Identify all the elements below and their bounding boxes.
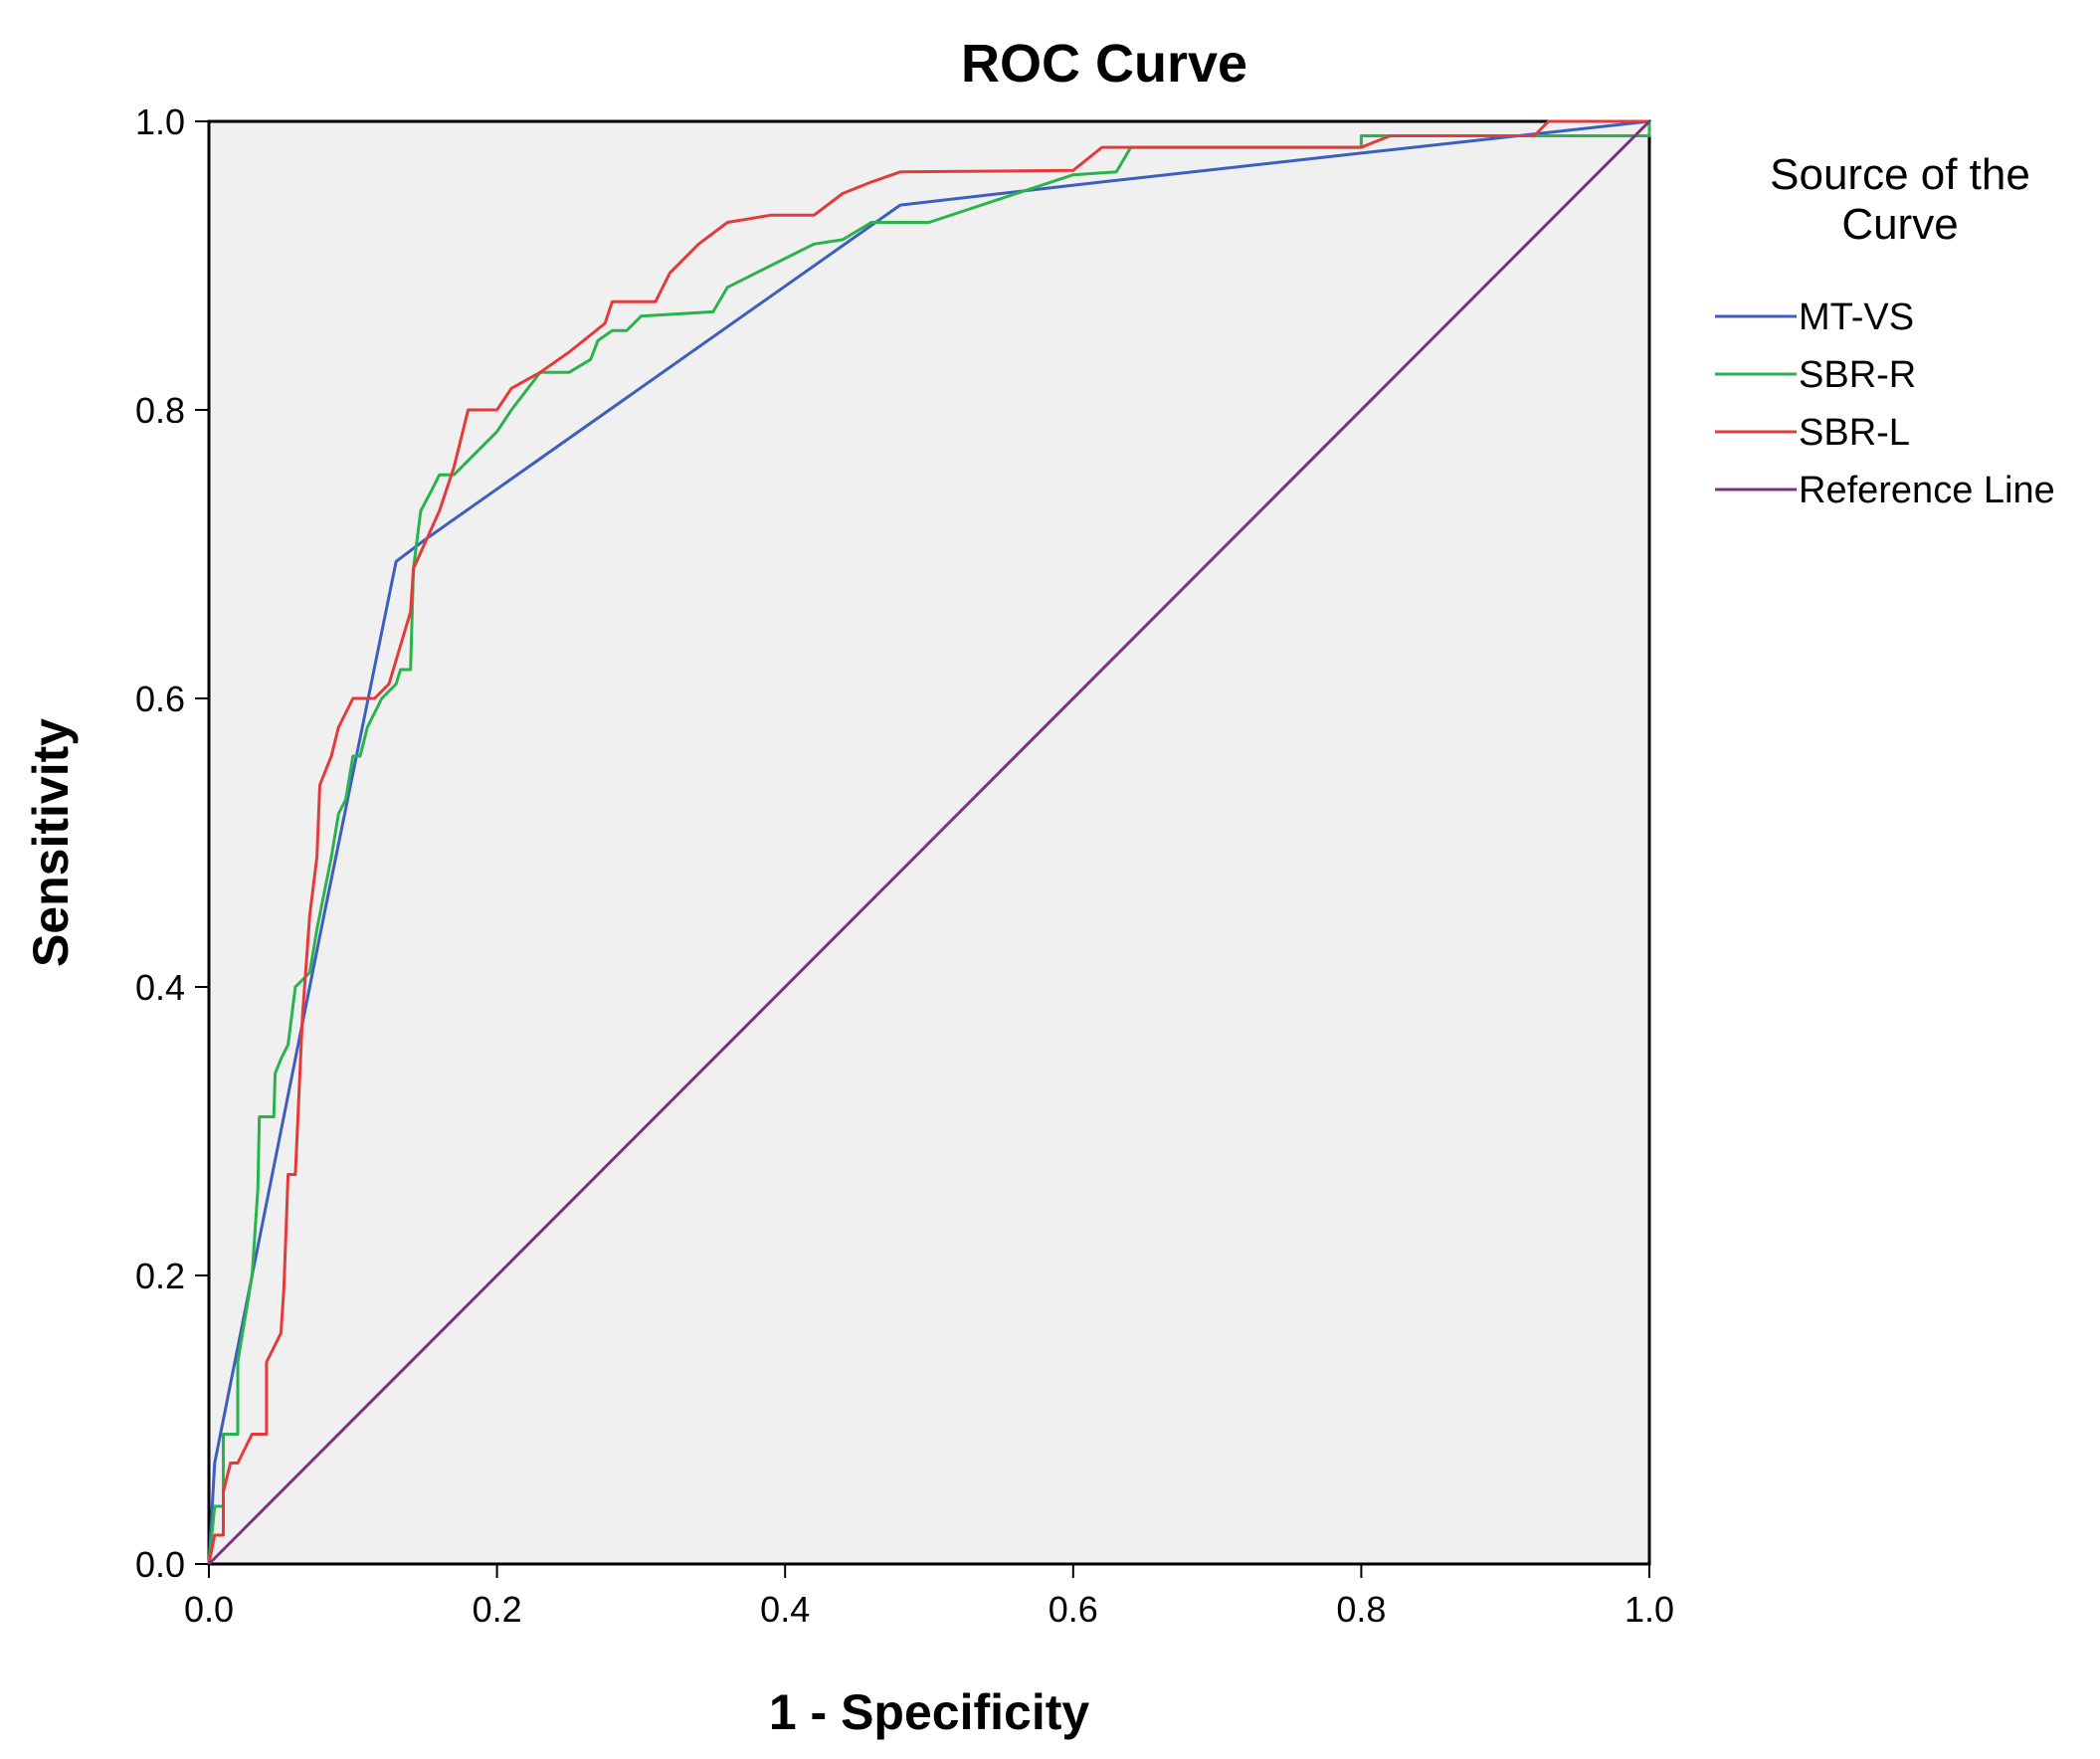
- x-tick-label: 0.8: [1336, 1589, 1386, 1630]
- y-tick-label: 0.8: [135, 390, 185, 431]
- y-axis: 0.0 0.2 0.4 0.6 0.8 1.0: [135, 101, 209, 1585]
- legend-title-line-2: Curve: [1841, 200, 1958, 249]
- x-tick-label: 1.0: [1624, 1589, 1674, 1630]
- series-layer: [207, 119, 1651, 1566]
- y-tick-label: 0.6: [135, 679, 185, 719]
- y-axis-label: Sensitivity: [23, 718, 79, 967]
- y-tick-label: 0.0: [135, 1544, 185, 1585]
- y-tick-label: 0.2: [135, 1256, 185, 1296]
- x-tick-label: 0.2: [473, 1589, 522, 1630]
- legend-label-sbr-l: SBR-L: [1799, 412, 1910, 454]
- series-line-reference-line: [207, 119, 1651, 1566]
- legend-label-reference-line: Reference Line: [1799, 470, 2055, 511]
- x-tick-label: 0.6: [1049, 1589, 1098, 1630]
- series-line-mt-vs: [207, 119, 1650, 1565]
- y-tick-label: 0.4: [135, 967, 185, 1008]
- legend-label-mt-vs: MT-VS: [1799, 296, 1914, 338]
- x-axis: 0.0 0.2 0.4 0.6 0.8 1.0: [184, 1564, 1674, 1630]
- y-tick-label: 1.0: [135, 101, 185, 142]
- series-line-sbr-l: [207, 119, 1649, 1565]
- chart-title: ROC Curve: [961, 34, 1247, 94]
- x-tick-label: 0.4: [760, 1589, 810, 1630]
- x-axis-label: 1 - Specificity: [769, 1684, 1090, 1740]
- legend-title-line-1: Source of the: [1770, 150, 2030, 199]
- series-line-sbr-r: [207, 121, 1651, 1565]
- legend: Source of the Curve MT-VS SBR-R SBR-L Refer…: [1715, 150, 2055, 511]
- legend-label-sbr-r: SBR-R: [1799, 354, 1916, 396]
- x-tick-label: 0.0: [184, 1589, 234, 1630]
